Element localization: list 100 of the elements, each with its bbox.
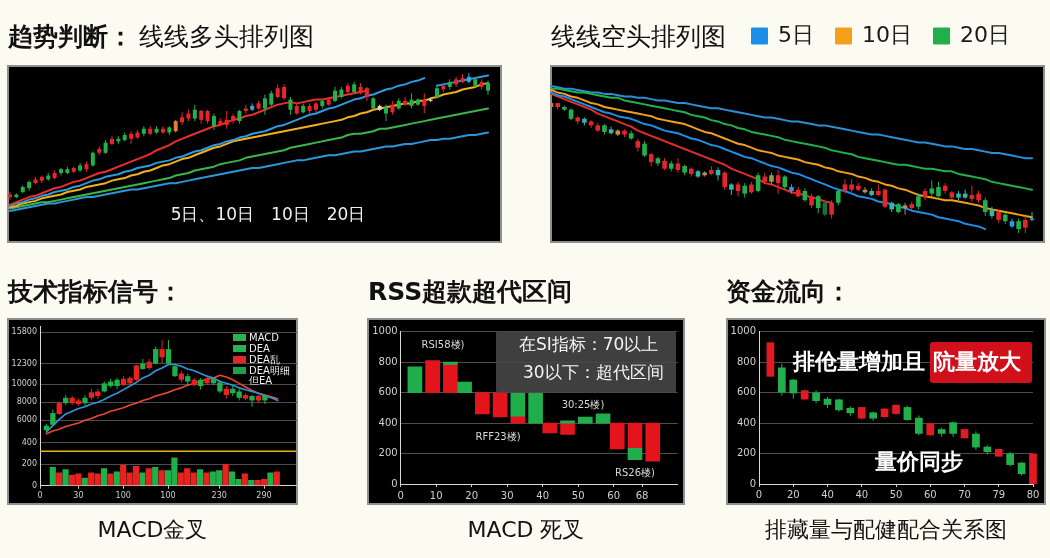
legend-label: 5日 [778, 21, 815, 47]
annotation: 量价同步 [875, 448, 963, 476]
bar [542, 422, 558, 434]
candlestick [982, 197, 988, 217]
y-tick-label: 0 [31, 480, 37, 490]
bar [645, 422, 661, 462]
x-tick-label: 100 [115, 490, 131, 500]
text: 5日、10日 10日 20日 [170, 204, 366, 226]
y-tick-label: 8000 [16, 397, 37, 407]
x-tick-label: 10 [429, 489, 443, 501]
y-tick-label: 800 [378, 355, 398, 367]
annotation: DEA [249, 343, 270, 355]
x-axis-title: 排藏量与配健配合关系图 [765, 517, 1007, 542]
candlestick [815, 194, 821, 214]
annotation: RSI58楼) [421, 338, 465, 352]
y-tick-label: 200 [378, 447, 398, 459]
y-tick-label: 400 [736, 416, 756, 428]
annotation: 30:25楼) [561, 398, 605, 412]
candlestick [160, 125, 165, 135]
x-tick-label: 50 [571, 489, 585, 501]
bar [158, 470, 165, 486]
y-tick-label: 200 [736, 447, 756, 459]
x-tick-label: 20 [465, 489, 479, 501]
candlestick [789, 378, 798, 400]
candlestick [204, 376, 210, 386]
x-tick-label: 60 [923, 488, 937, 500]
x-axis-title: MACD 死叉 [467, 517, 585, 542]
bar [627, 422, 643, 449]
candlestick [422, 92, 427, 115]
candlestick [82, 394, 88, 408]
annotation: MACD [249, 332, 279, 344]
bar [49, 467, 56, 486]
bar [560, 422, 575, 435]
annotation: 阬量放大 [933, 348, 1021, 376]
x-tick-label: 68 [635, 489, 649, 501]
candlestick [842, 178, 848, 195]
bar [475, 392, 490, 415]
chart-title: 趋势判断： [8, 20, 133, 52]
y-tick-label: 10000 [11, 379, 37, 389]
bar [425, 360, 440, 393]
x-tick-label: 30 [73, 490, 84, 500]
bar [62, 469, 69, 486]
y-tick-label: 600 [736, 386, 756, 398]
y-tick-label: 15800 [11, 327, 37, 337]
candlestick [675, 157, 681, 174]
annotation: 排伧量增加且 [793, 348, 925, 376]
bar [203, 472, 210, 486]
bar [577, 416, 593, 424]
candlestick [902, 202, 908, 216]
candlestick [165, 339, 172, 366]
candlestick [914, 414, 923, 436]
bar [560, 420, 575, 424]
candlestick [722, 170, 727, 191]
candlestick [159, 339, 165, 365]
annotation: RS26楼) [615, 467, 655, 480]
candlestick [466, 72, 471, 84]
bar [196, 469, 204, 486]
y-tick-label: 0 [391, 477, 398, 489]
y-tick-label: 800 [736, 355, 756, 367]
x-tick-label: 70 [958, 488, 971, 500]
bar [222, 463, 229, 486]
x-tick-label: 79 [992, 488, 1006, 500]
candlestick [262, 94, 267, 116]
y-tick-label: 400 [378, 416, 398, 428]
annotation: 30以下：超代区间 [523, 362, 664, 384]
candlestick [454, 76, 459, 88]
y-tick-label: 0 [749, 477, 756, 489]
chart-title: 线线空头排列图 [551, 20, 726, 52]
annotation: DEA乱 [249, 354, 280, 365]
bar [139, 472, 146, 486]
x-tick-label: 80 [1026, 488, 1040, 500]
candlestick [735, 181, 741, 197]
y-tick-label: 6000 [16, 415, 37, 425]
x-tick-label: 40 [821, 488, 834, 500]
annotation: 但EA [249, 375, 273, 386]
candlestick [262, 394, 268, 405]
bar [510, 392, 526, 417]
chart-title: 技术指标信号： [8, 275, 183, 307]
bar [100, 468, 108, 486]
bar [457, 381, 472, 393]
x-axis-title: MACD金叉 [97, 517, 208, 542]
candlestick [384, 104, 389, 122]
candlestick [231, 113, 236, 125]
candlestick [129, 130, 134, 145]
y-tick-label: 1000 [372, 325, 398, 337]
bar [609, 422, 625, 450]
x-tick-label: 40 [855, 488, 869, 500]
candlestick [249, 394, 255, 408]
x-tick-label: 60 [607, 489, 621, 501]
x-tick-label: 30 [500, 489, 514, 501]
y-tick-label: 1000 [730, 325, 756, 337]
candlestick [180, 111, 185, 126]
bar [145, 468, 152, 486]
bar [152, 467, 159, 486]
bar [627, 447, 643, 460]
bar [267, 472, 274, 486]
x-tick-label: 40 [536, 489, 550, 501]
legend-label: 20日 [960, 21, 1011, 47]
bar [273, 471, 280, 486]
annotation: RFF23楼) [475, 430, 521, 443]
